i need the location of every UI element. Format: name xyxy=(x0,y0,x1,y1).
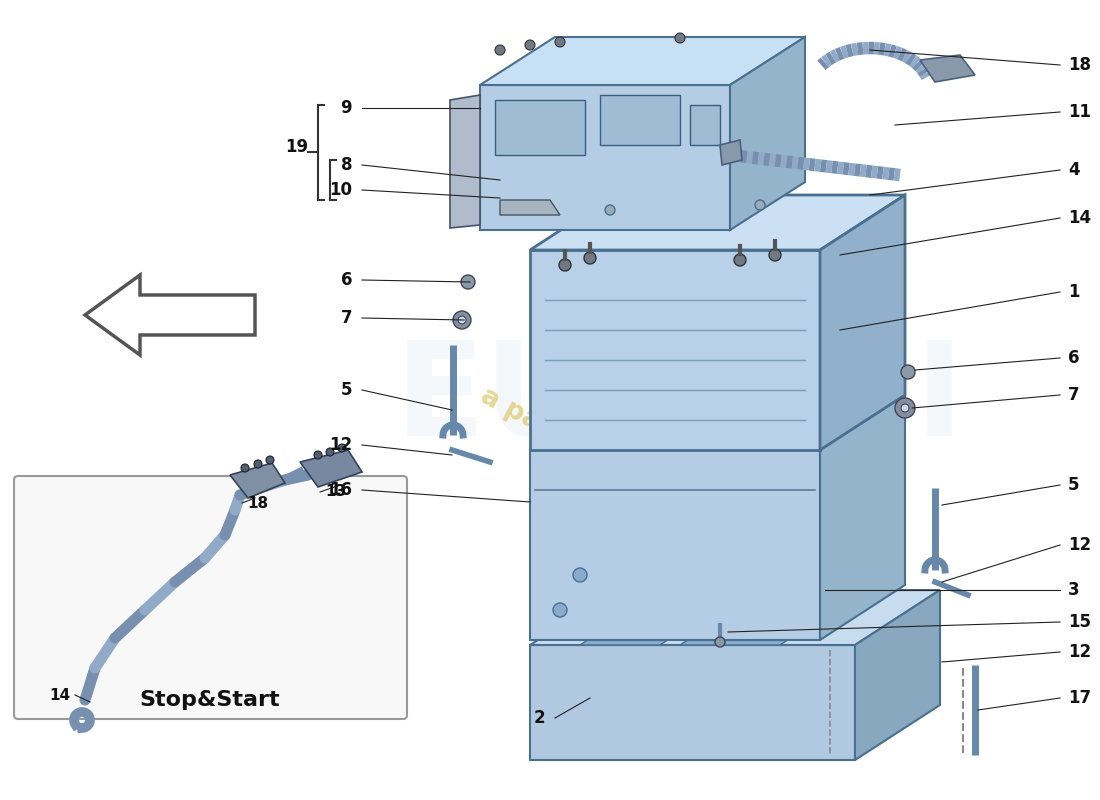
Polygon shape xyxy=(500,200,560,215)
Text: 3: 3 xyxy=(1068,581,1079,599)
Circle shape xyxy=(584,252,596,264)
Circle shape xyxy=(326,448,334,456)
Bar xyxy=(495,100,585,155)
Text: 4: 4 xyxy=(1068,161,1079,179)
Circle shape xyxy=(559,259,571,271)
Text: 5: 5 xyxy=(1068,476,1079,494)
Text: 7: 7 xyxy=(1068,386,1079,404)
Circle shape xyxy=(715,637,725,647)
Polygon shape xyxy=(480,37,805,85)
Text: 9: 9 xyxy=(340,99,352,117)
Polygon shape xyxy=(730,37,805,230)
Circle shape xyxy=(755,200,764,210)
Text: 6: 6 xyxy=(341,271,352,289)
Text: 8: 8 xyxy=(341,156,352,174)
Polygon shape xyxy=(680,590,865,645)
Circle shape xyxy=(254,460,262,468)
Text: 1: 1 xyxy=(1068,283,1079,301)
Text: 5: 5 xyxy=(341,381,352,399)
Circle shape xyxy=(266,456,274,464)
Polygon shape xyxy=(820,195,905,450)
Polygon shape xyxy=(530,450,820,640)
Text: a passion for parts since 1985: a passion for parts since 1985 xyxy=(475,383,884,617)
Text: 7: 7 xyxy=(340,309,352,327)
Polygon shape xyxy=(820,395,905,640)
Polygon shape xyxy=(230,463,285,498)
Circle shape xyxy=(553,603,566,617)
Text: 10: 10 xyxy=(329,181,352,199)
Text: 18: 18 xyxy=(248,495,268,510)
Text: 11: 11 xyxy=(1068,103,1091,121)
Polygon shape xyxy=(720,140,742,165)
Bar xyxy=(690,105,721,145)
Circle shape xyxy=(241,464,249,472)
Circle shape xyxy=(901,404,909,412)
Text: EURODI: EURODI xyxy=(395,337,965,463)
Polygon shape xyxy=(530,590,940,645)
Circle shape xyxy=(605,205,615,215)
Circle shape xyxy=(314,451,322,459)
Text: 19: 19 xyxy=(285,138,308,156)
Text: 17: 17 xyxy=(1068,689,1091,707)
Text: 6: 6 xyxy=(1068,349,1079,367)
Text: 12: 12 xyxy=(1068,536,1091,554)
Polygon shape xyxy=(300,450,362,487)
Polygon shape xyxy=(480,85,730,230)
Circle shape xyxy=(895,398,915,418)
Polygon shape xyxy=(855,590,940,760)
Circle shape xyxy=(525,40,535,50)
Polygon shape xyxy=(580,590,745,645)
Circle shape xyxy=(495,45,505,55)
FancyBboxPatch shape xyxy=(14,476,407,719)
Polygon shape xyxy=(85,275,255,355)
Bar xyxy=(600,95,680,145)
Polygon shape xyxy=(530,250,820,450)
Circle shape xyxy=(734,254,746,266)
Text: 13: 13 xyxy=(324,485,346,499)
Polygon shape xyxy=(530,395,905,450)
Polygon shape xyxy=(530,195,905,250)
Text: 14: 14 xyxy=(1068,209,1091,227)
Text: 14: 14 xyxy=(48,687,70,702)
Text: 15: 15 xyxy=(1068,613,1091,631)
Circle shape xyxy=(769,249,781,261)
Text: 12: 12 xyxy=(329,436,352,454)
Polygon shape xyxy=(920,55,975,82)
Circle shape xyxy=(573,568,587,582)
Polygon shape xyxy=(450,95,480,228)
Text: 18: 18 xyxy=(1068,56,1091,74)
Circle shape xyxy=(675,33,685,43)
Text: Stop&Start: Stop&Start xyxy=(140,690,280,710)
Text: 2: 2 xyxy=(534,709,544,727)
Circle shape xyxy=(556,37,565,47)
Circle shape xyxy=(458,316,466,324)
Circle shape xyxy=(901,365,915,379)
Text: 12: 12 xyxy=(1068,643,1091,661)
Circle shape xyxy=(338,444,346,452)
Text: 16: 16 xyxy=(329,481,352,499)
Polygon shape xyxy=(530,645,855,760)
Circle shape xyxy=(461,275,475,289)
Circle shape xyxy=(453,311,471,329)
